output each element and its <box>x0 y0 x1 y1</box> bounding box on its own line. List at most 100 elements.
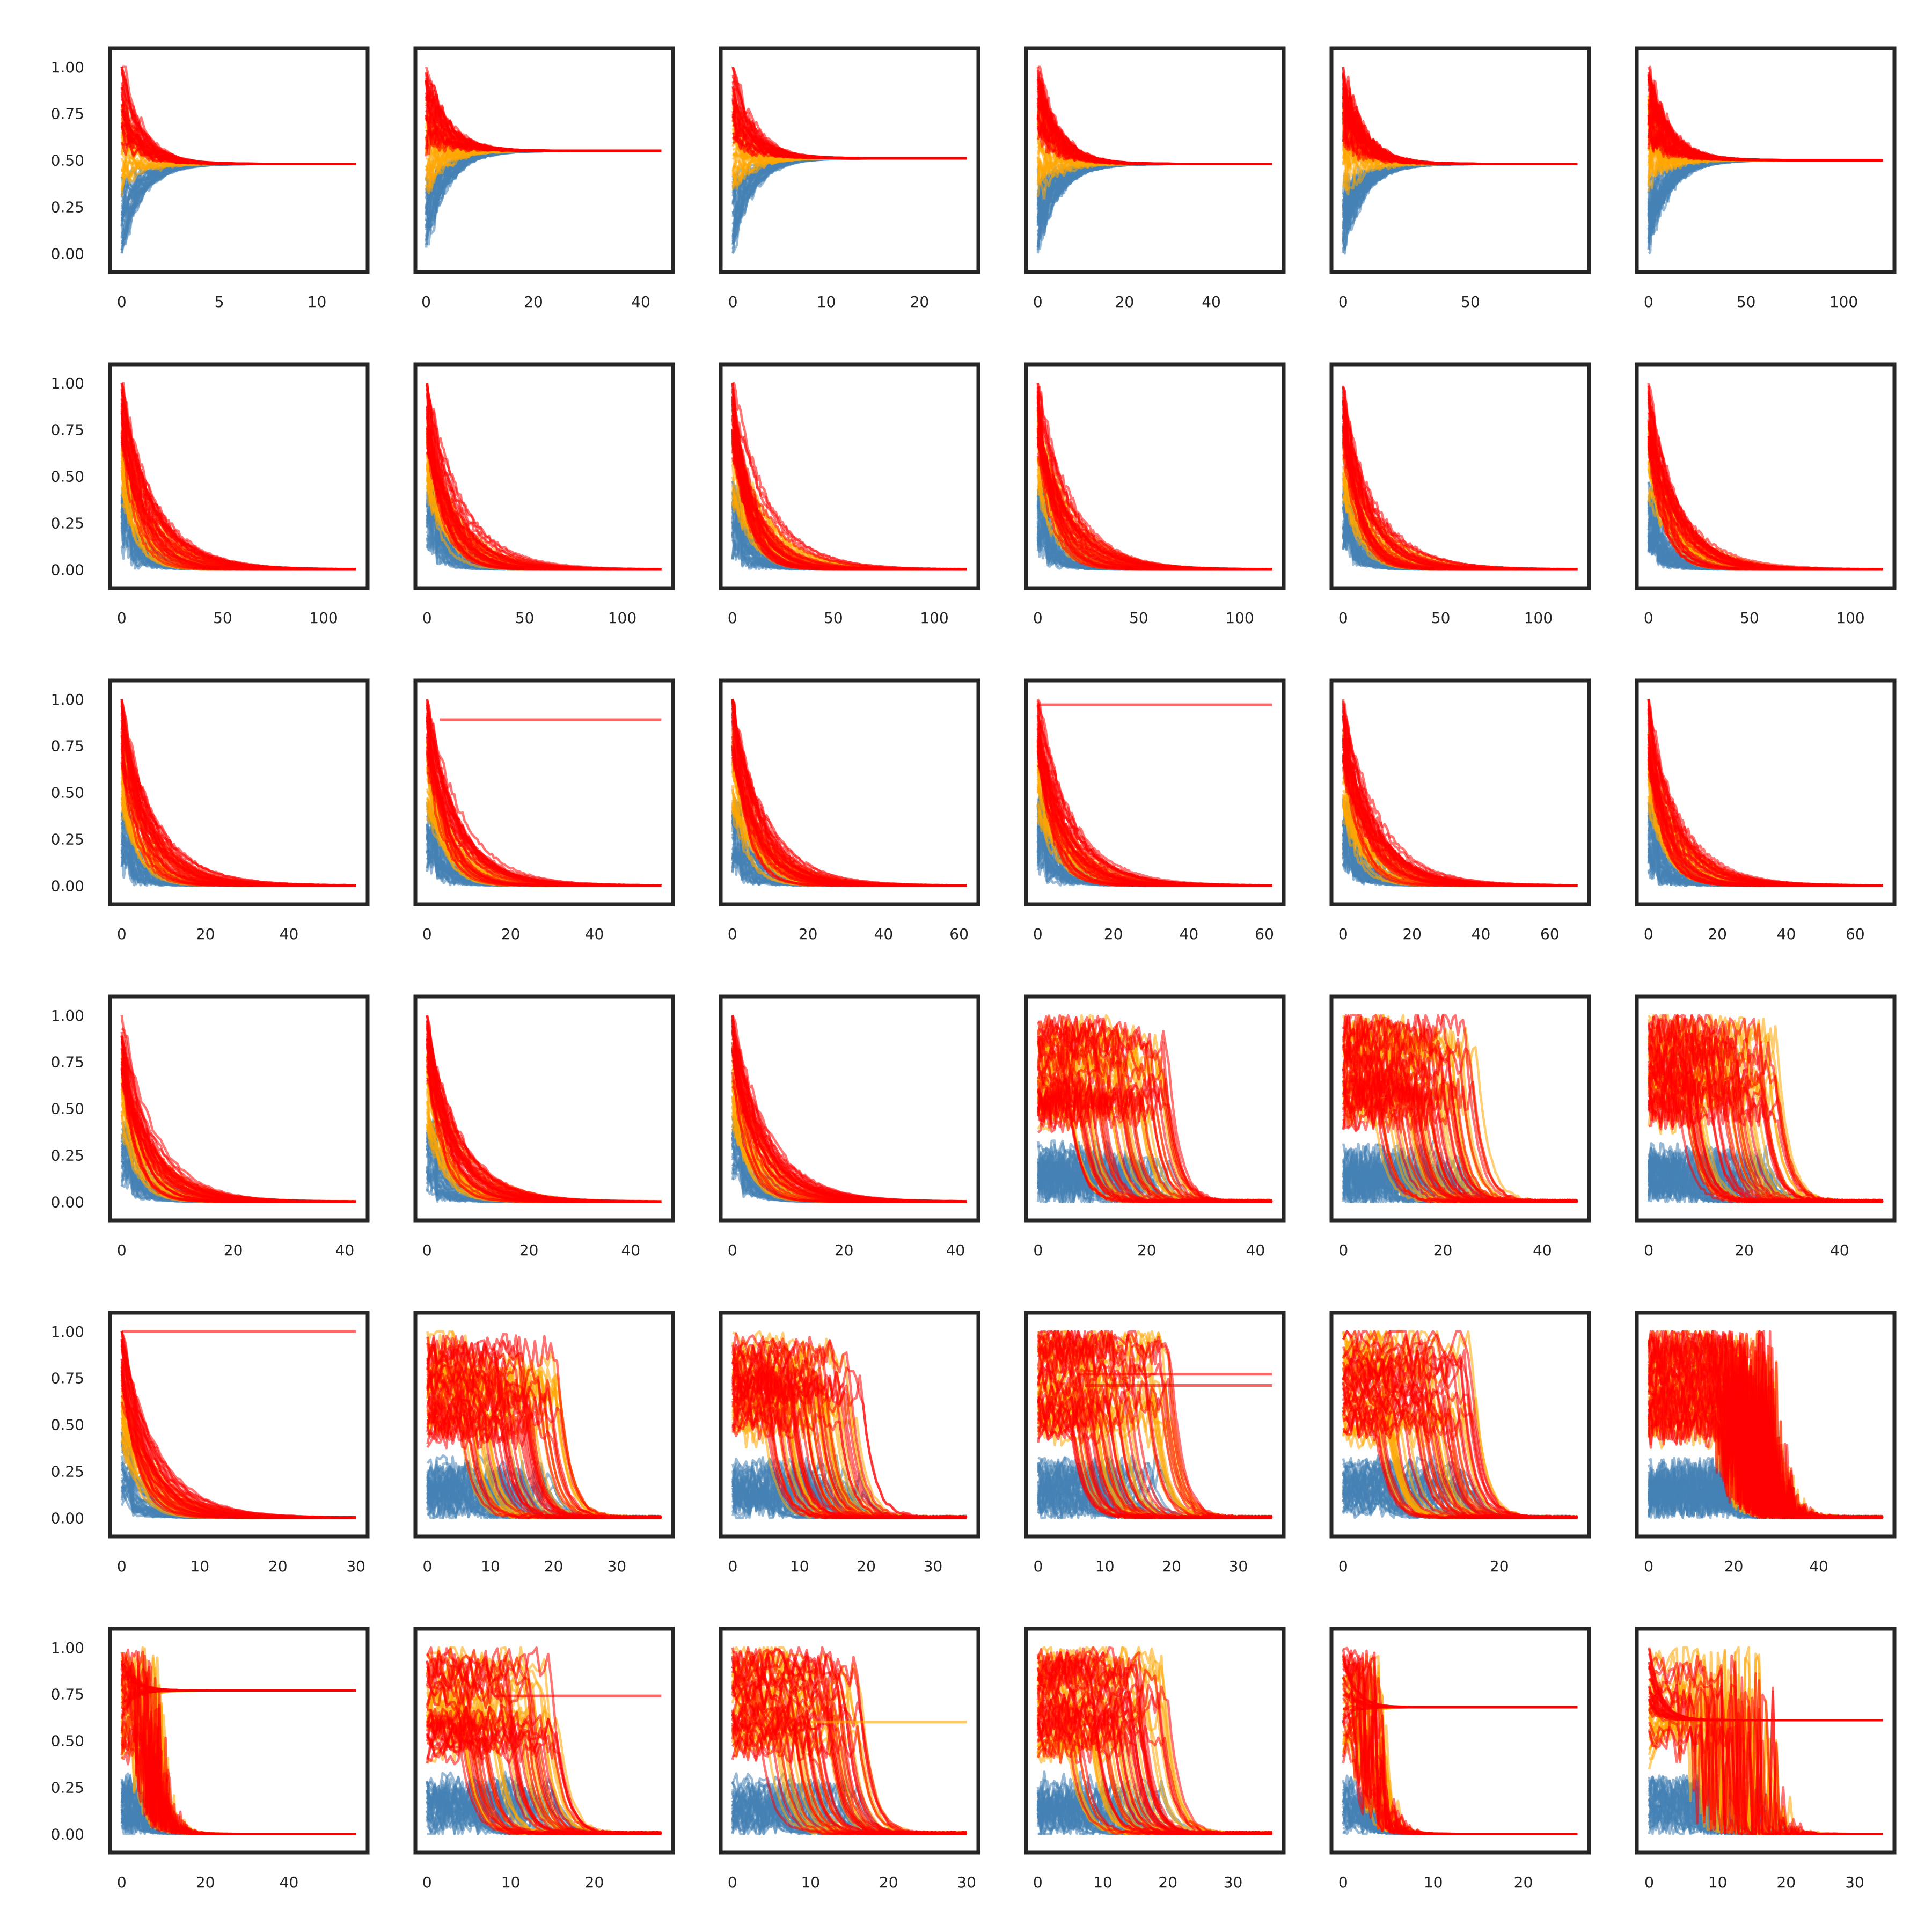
axes-frame <box>413 362 675 590</box>
x-tick-label: 60 <box>1255 925 1274 943</box>
subplot-r0-c3: 0 20 40 <box>1024 46 1286 311</box>
y-tick-label: 0.25 <box>51 1779 84 1796</box>
series-group <box>1342 385 1578 571</box>
series-group <box>426 1330 662 1519</box>
subplot-r4-c4: 0 20 <box>1329 1311 1591 1575</box>
x-tick-label: 40 <box>280 925 299 943</box>
x-tick-label: 20 <box>544 1557 564 1575</box>
axes-frame <box>1024 1627 1286 1855</box>
series-line-red <box>1037 1087 1272 1203</box>
y-tick-label: 1.00 <box>51 375 84 392</box>
x-tick-label: 10 <box>1093 1874 1113 1891</box>
series-group <box>731 698 967 887</box>
subplot-r5-c5: 0 10 20 30 <box>1635 1627 1897 1891</box>
series-line-red <box>731 1701 968 1835</box>
axes-frame <box>1329 678 1591 906</box>
x-tick-label: 0 <box>421 293 431 311</box>
series-group <box>1037 1014 1273 1203</box>
x-tick-label: 30 <box>957 1874 976 1891</box>
subplot-r5-c0: 0 20 40 0.00 0.25 0.50 0.75 1.00 <box>51 1627 370 1891</box>
x-tick-label: 0 <box>117 925 127 943</box>
x-tick-label: 20 <box>1158 1874 1177 1891</box>
series-group <box>1036 1646 1273 1835</box>
x-tick-label: 20 <box>857 1557 876 1575</box>
subplot-r1-c5: 0 50 100 <box>1635 362 1897 627</box>
series-group <box>120 699 356 887</box>
x-tick-label: 40 <box>1533 1241 1552 1259</box>
series-line-red <box>425 80 662 152</box>
series-group <box>1647 65 1883 255</box>
series-line-red <box>1647 445 1883 571</box>
subplot-r4-c0: 0 10 20 30 0.00 0.25 0.50 0.75 1.00 <box>51 1311 370 1575</box>
subplot-r0-c0: 0 5 10 0.00 0.25 0.50 0.75 1.00 <box>51 46 370 311</box>
subplot-r2-c4: 0 20 40 60 <box>1329 678 1591 943</box>
y-tick-label: 0.25 <box>51 830 84 848</box>
series-line-blue <box>1036 163 1272 219</box>
x-tick-label: 50 <box>213 609 232 627</box>
x-tick-label: 20 <box>501 925 521 943</box>
x-tick-label: 20 <box>268 1557 288 1575</box>
series-line-red <box>1036 111 1272 165</box>
x-tick-label: 20 <box>1735 1241 1754 1259</box>
series-line-red <box>120 705 356 887</box>
series-line-red <box>1342 83 1578 165</box>
x-tick-label: 10 <box>1708 1874 1728 1891</box>
series-line-red <box>1342 417 1578 571</box>
x-tick-label: 0 <box>1644 1874 1654 1891</box>
x-tick-label: 20 <box>1402 925 1422 943</box>
series-line-blue <box>120 163 356 250</box>
series-line-red <box>731 86 967 160</box>
y-tick-label: 0.75 <box>51 421 84 439</box>
y-tick-label: 0.50 <box>51 1732 84 1750</box>
series-line-red <box>732 714 967 887</box>
y-tick-label: 0.75 <box>51 1686 84 1703</box>
x-tick-label: 40 <box>631 293 650 311</box>
series-line-red <box>731 136 967 160</box>
series-group <box>1037 1330 1273 1519</box>
subplot-r4-c5: 0 20 40 <box>1635 1311 1897 1575</box>
x-tick-label: 100 <box>309 609 338 627</box>
x-tick-label: 0 <box>1338 1874 1348 1891</box>
x-tick-label: 0 <box>422 1241 432 1259</box>
x-tick-label: 10 <box>481 1557 500 1575</box>
axes-frame <box>1329 46 1591 274</box>
x-tick-label: 20 <box>1115 293 1135 311</box>
series-group <box>426 1015 662 1203</box>
series-line-red <box>1342 117 1578 165</box>
x-tick-label: 0 <box>1338 293 1348 311</box>
axes-frame <box>413 1627 675 1855</box>
x-tick-label: 0 <box>1033 609 1043 627</box>
series-line-red <box>1036 728 1272 887</box>
x-tick-label: 40 <box>335 1241 355 1259</box>
x-tick-label: 20 <box>196 925 215 943</box>
x-tick-label: 0 <box>728 925 737 943</box>
y-tick-label: 1.00 <box>51 58 84 76</box>
subplot-r1-c3: 0 50 100 <box>1024 362 1286 627</box>
axes-frame <box>719 678 980 906</box>
axes-frame <box>719 1311 980 1539</box>
series-group <box>120 1015 356 1203</box>
x-tick-label: 100 <box>920 609 948 627</box>
series-line-red <box>425 72 662 152</box>
subplot-r5-c2: 0 10 20 30 <box>719 1627 980 1891</box>
y-tick-label: 0.25 <box>51 514 84 532</box>
series-line-red <box>121 429 356 571</box>
x-tick-label: 60 <box>949 925 969 943</box>
series-group <box>1647 383 1883 571</box>
series-group <box>1342 1330 1578 1519</box>
series-line-red <box>120 1674 356 1692</box>
series-line-red <box>1647 699 1883 887</box>
series-line-red <box>1036 396 1272 571</box>
x-tick-label: 40 <box>1777 925 1796 943</box>
axes-frame <box>1635 362 1897 590</box>
y-tick-label: 0.00 <box>51 1193 84 1211</box>
y-tick-label: 0.00 <box>51 877 84 895</box>
series-line-blue <box>733 157 967 213</box>
y-tick-label: 0.00 <box>51 245 84 262</box>
axes-frame <box>1329 1311 1591 1539</box>
x-tick-label: 10 <box>817 293 836 311</box>
x-tick-label: 0 <box>728 1874 737 1891</box>
x-tick-label: 100 <box>1524 609 1553 627</box>
x-tick-label: 0 <box>1338 1557 1348 1575</box>
axes-frame <box>413 994 675 1223</box>
